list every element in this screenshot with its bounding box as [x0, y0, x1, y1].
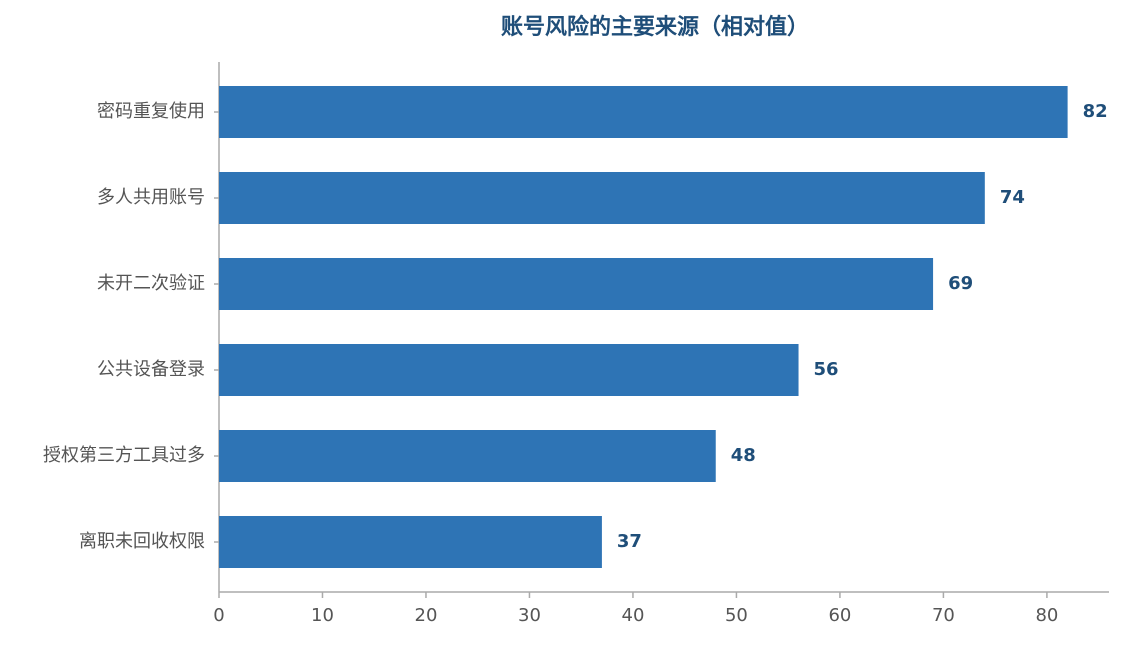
value-label: 37 [617, 531, 642, 552]
value-label: 82 [1083, 101, 1108, 122]
bar [219, 86, 1068, 138]
x-tick-label: 50 [725, 605, 748, 626]
y-tick-label: 离职未回收权限 [79, 531, 205, 552]
x-tick-label: 80 [1035, 605, 1058, 626]
y-tick-label: 多人共用账号 [97, 187, 205, 208]
y-tick-label: 密码重复使用 [97, 101, 205, 122]
x-tick-label: 30 [518, 605, 541, 626]
y-tick-label: 未开二次验证 [97, 273, 205, 294]
bar [219, 516, 602, 568]
x-tick-label: 20 [415, 605, 438, 626]
x-tick-label: 0 [213, 605, 224, 626]
y-tick-label: 授权第三方工具过多 [43, 445, 205, 466]
y-tick-label: 公共设备登录 [97, 359, 205, 380]
x-tick-label: 40 [622, 605, 645, 626]
bar [219, 258, 934, 310]
value-label: 48 [731, 445, 756, 466]
bar [219, 172, 985, 224]
value-label: 74 [1000, 187, 1025, 208]
value-label: 69 [948, 273, 973, 294]
bar [219, 430, 716, 482]
x-tick-label: 10 [311, 605, 334, 626]
bar [219, 344, 799, 396]
x-tick-label: 60 [828, 605, 851, 626]
x-tick-label: 70 [932, 605, 955, 626]
chart-title: 账号风险的主要来源（相对值） [501, 14, 809, 40]
value-label: 56 [814, 359, 839, 380]
